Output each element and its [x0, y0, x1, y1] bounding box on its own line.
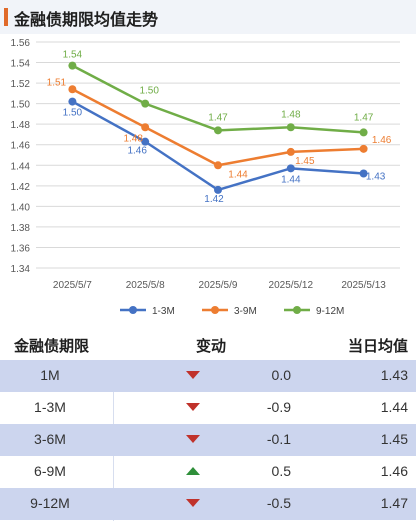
data-label: 1.51 [47, 77, 67, 88]
data-point [286, 164, 295, 173]
y-tick-label: 1.54 [11, 59, 31, 70]
down-arrow-icon [186, 371, 200, 379]
x-tick-label: 2025/5/9 [199, 280, 238, 291]
header-term: 金融债期限 [14, 338, 90, 355]
data-point [214, 161, 222, 170]
legend-marker [129, 306, 137, 314]
line-chart: 1.34 1.36 1.38 1.40 1.42 1.44 1.46 1.48 1.50 1.52… [11, 38, 400, 317]
y-tick-label: 1.56 [11, 38, 31, 49]
avg-cell: 1.46 [380, 463, 408, 479]
table-row: 1-3M -0.9 1.44 [0, 392, 416, 424]
y-tick-label: 1.46 [11, 141, 31, 152]
legend-label: 3-9M [234, 306, 257, 317]
data-point [214, 126, 222, 135]
down-arrow-icon [186, 403, 200, 411]
legend-label: 1-3M [152, 306, 175, 317]
data-point [141, 99, 150, 108]
y-tick-label: 1.40 [11, 202, 31, 213]
chart-area: 1.34 1.36 1.38 1.40 1.42 1.44 1.46 1.48 1.50 1.52… [0, 34, 416, 328]
x-tick-label: 2025/5/12 [269, 280, 314, 291]
avg-cell: 1.47 [380, 495, 408, 511]
table-row: 9-12M -0.5 1.47 [0, 488, 416, 520]
legend-marker [211, 306, 219, 314]
y-tick-label: 1.34 [11, 264, 31, 275]
data-point [68, 85, 77, 94]
data-point [68, 61, 77, 70]
x-tick-label: 2025/5/13 [341, 280, 386, 291]
header-change: 变动 [196, 338, 227, 355]
data-point [286, 123, 295, 132]
avg-cell: 1.44 [380, 399, 408, 415]
data-point [68, 97, 77, 106]
data-point [359, 144, 368, 153]
data-label: 1.50 [63, 108, 83, 119]
data-point [359, 169, 368, 178]
term-cell: 1-3M [34, 399, 66, 415]
term-cell: 1M [40, 367, 60, 383]
legend-marker [293, 306, 301, 314]
up-arrow-icon [186, 467, 200, 475]
header-avg: 当日均值 [347, 338, 408, 355]
change-cell: 0.5 [271, 463, 291, 479]
data-label: 1.46 [372, 135, 392, 146]
term-cell: 6-9M [34, 463, 66, 479]
x-tick-label: 2025/5/8 [126, 280, 165, 291]
term-cell: 9-12M [30, 495, 70, 511]
data-label: 1.47 [208, 112, 228, 123]
down-arrow-icon [186, 499, 200, 507]
data-label: 1.47 [354, 112, 374, 123]
data-label: 1.43 [366, 171, 386, 182]
data-point [141, 123, 150, 132]
avg-cell: 1.43 [380, 367, 408, 383]
change-cell: -0.5 [266, 495, 291, 511]
y-tick-label: 1.38 [11, 223, 31, 234]
x-tick-label: 2025/5/7 [53, 280, 92, 291]
legend-label: 9-12M [316, 306, 344, 317]
data-label: 1.48 [281, 109, 301, 120]
term-cell: 3-6M [34, 431, 66, 447]
table-header: 金融债期限 变动 当日均值 [0, 328, 416, 361]
table-row: 6-9M 0.5 1.46 [0, 456, 416, 488]
table-row: 1M 0.0 1.43 [0, 360, 416, 392]
data-point [286, 147, 295, 156]
data-point [214, 185, 222, 194]
y-tick-label: 1.42 [11, 182, 31, 193]
data-point [359, 128, 368, 137]
page-title: 金融债期限均值走势 [14, 12, 159, 29]
change-cell: -0.9 [266, 399, 291, 415]
change-cell: -0.1 [266, 431, 291, 447]
y-tick-label: 1.48 [11, 120, 31, 131]
data-point [141, 137, 150, 146]
data-label: 1.42 [204, 194, 224, 205]
table-row: 3-6M -0.1 1.45 [0, 424, 416, 456]
data-label: 1.48 [123, 133, 143, 144]
y-tick-label: 1.36 [11, 243, 31, 254]
y-tick-label: 1.50 [11, 100, 31, 111]
down-arrow-icon [186, 435, 200, 443]
data-label: 1.44 [228, 169, 248, 180]
data-label: 1.44 [281, 174, 301, 185]
header: 金融债期限均值走势 [0, 0, 416, 34]
data-label: 1.45 [295, 156, 315, 167]
avg-cell: 1.45 [380, 431, 408, 447]
data-label: 1.50 [139, 86, 159, 97]
title-accent-bar [4, 8, 8, 26]
data-label: 1.54 [63, 50, 83, 61]
y-tick-label: 1.52 [11, 79, 31, 90]
change-cell: 0.0 [271, 367, 291, 383]
y-tick-label: 1.44 [11, 161, 31, 172]
data-table: 金融债期限 变动 当日均值 1M 0.0 1.43 1-3M -0.9 1.44… [0, 328, 416, 521]
data-label: 1.46 [127, 146, 147, 157]
